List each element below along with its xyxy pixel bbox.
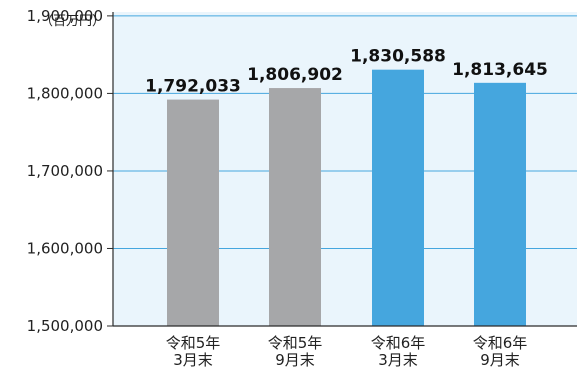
bar xyxy=(167,99,219,326)
plot-area: 1,500,000 1,600,000 1,700,000 1,800,000 1,90… xyxy=(27,7,577,369)
x-tick-label: 3月末 xyxy=(378,351,418,369)
bar xyxy=(474,82,526,326)
y-tick-label: 1,800,000 xyxy=(27,84,103,102)
x-tick-label: 令和6年 xyxy=(473,334,528,352)
data-label: 1,813,645 xyxy=(452,60,548,80)
x-tick-label: 令和5年 xyxy=(166,334,221,352)
x-tick-label: 9月末 xyxy=(480,351,520,369)
data-label: 1,830,588 xyxy=(350,47,446,67)
y-tick-label: 1,600,000 xyxy=(27,239,103,257)
y-tick-label: 1,900,000 xyxy=(27,7,103,25)
bar xyxy=(269,88,321,326)
x-tick-label: 9月末 xyxy=(275,351,315,369)
x-tick-label: 3月末 xyxy=(173,351,213,369)
x-tick-label: 令和6年 xyxy=(371,334,426,352)
y-tick-label: 1,700,000 xyxy=(27,162,103,180)
data-label: 1,792,033 xyxy=(145,77,241,97)
x-tick-label: 令和5年 xyxy=(268,334,323,352)
bar xyxy=(372,69,424,327)
y-tick-label: 1,500,000 xyxy=(27,317,103,335)
y-axis-unit-label: （百万円） xyxy=(40,14,105,29)
data-label: 1,806,902 xyxy=(247,65,343,85)
